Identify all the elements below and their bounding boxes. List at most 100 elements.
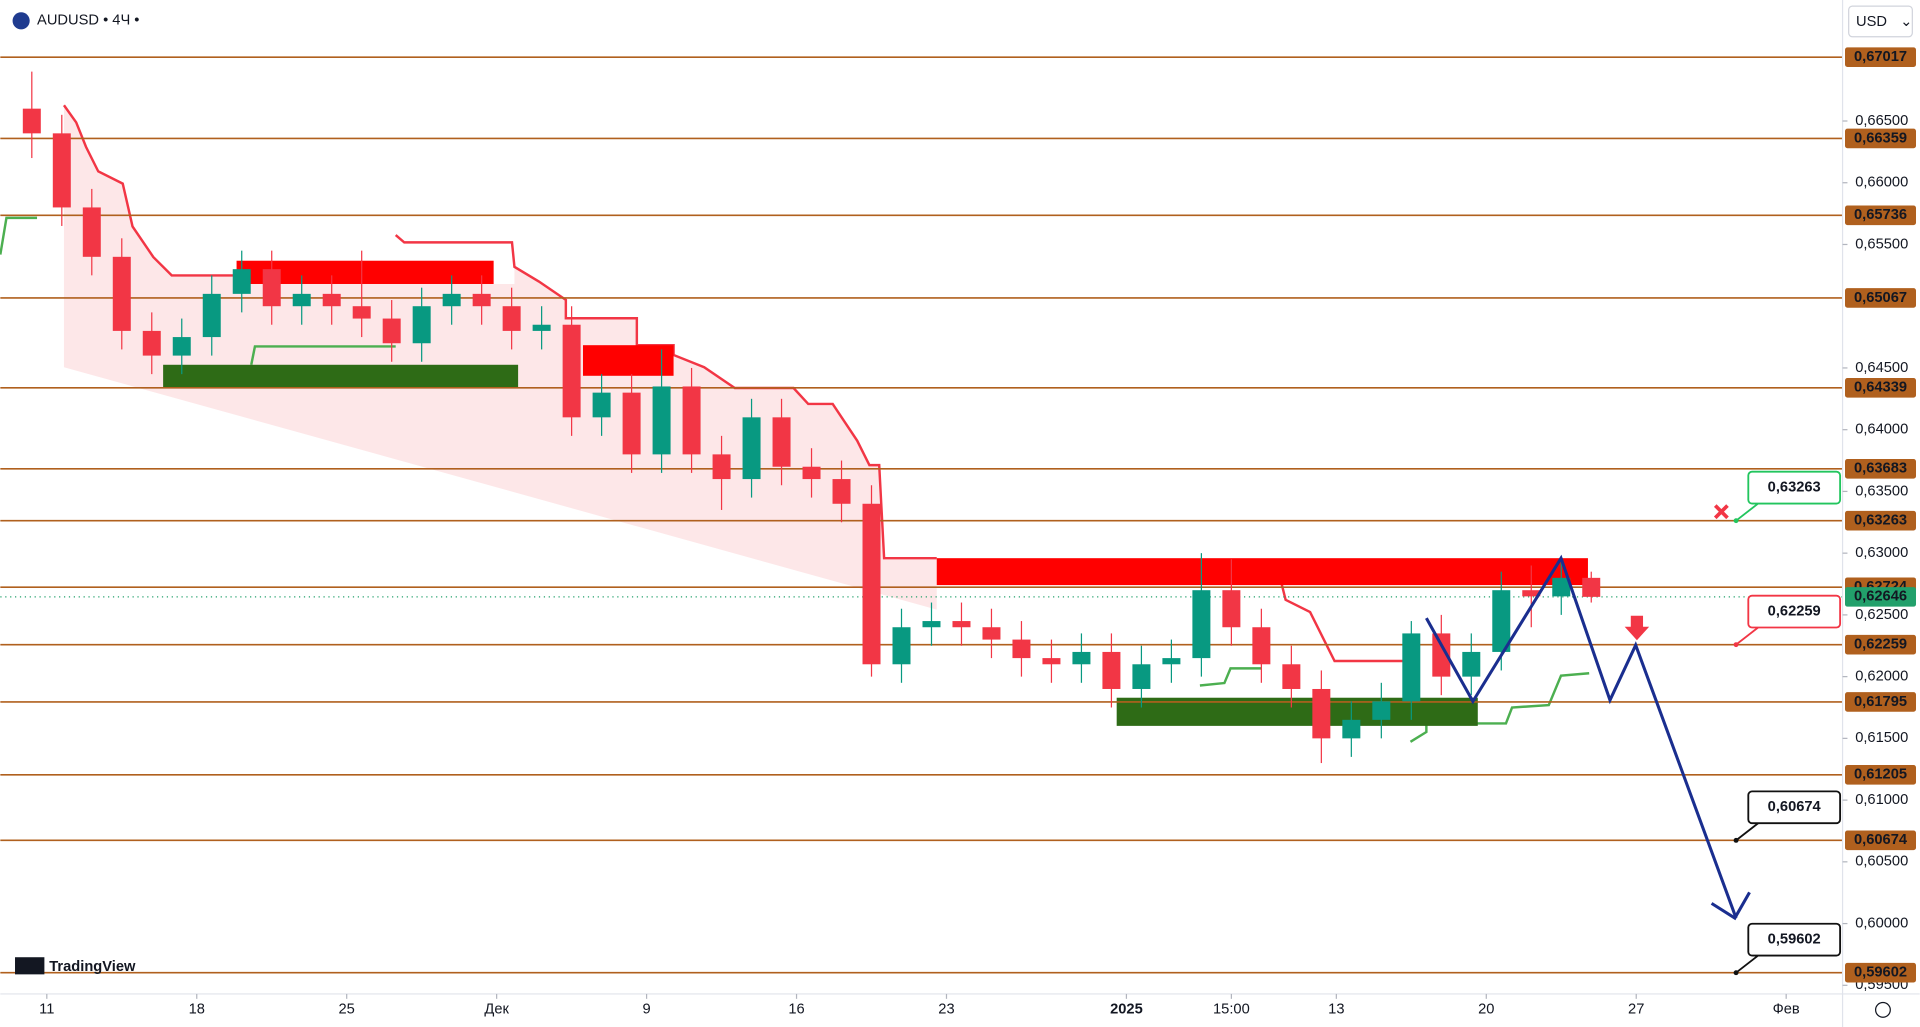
y-tick-label: 0,66500 — [1855, 113, 1908, 129]
level-tag — [1845, 128, 1917, 149]
candle-body — [502, 306, 521, 331]
sell-arrow — [1624, 615, 1650, 641]
level-label: 0,61205 — [1854, 767, 1907, 783]
support-line — [1409, 672, 1590, 743]
y-tick-label: 0,65500 — [1855, 236, 1908, 252]
y-tick-label: 0,63500 — [1855, 483, 1908, 499]
callout-box — [1747, 470, 1842, 505]
candle-body — [382, 318, 401, 344]
currency-label[interactable]: USD — [1856, 14, 1887, 30]
cancel-mark — [1713, 504, 1729, 520]
candle-body — [562, 324, 581, 418]
candle-body — [1462, 651, 1481, 677]
x-tick-label: 23 — [938, 1002, 954, 1018]
callout-box — [1747, 594, 1842, 629]
x-tick-label: 25 — [339, 1002, 355, 1018]
candle-body — [832, 479, 851, 504]
candle-body — [292, 293, 311, 307]
candle-body — [262, 269, 281, 307]
level-label: 0,62259 — [1854, 637, 1907, 653]
trail-shade — [63, 105, 937, 610]
dropdown-caret[interactable]: ⌄ — [1900, 14, 1912, 30]
axes: 0,66500 0,66000 0,65500 0,64500 0,64000 0,635… — [39, 47, 1917, 1018]
candle-body — [1312, 688, 1331, 739]
callout-pointer — [1735, 954, 1759, 974]
level-label: 0,65067 — [1854, 290, 1907, 306]
y-tick-label: 0,61500 — [1855, 730, 1908, 746]
candle-body — [652, 386, 671, 455]
resistance-zone — [236, 260, 494, 284]
candle-body — [952, 621, 971, 628]
callout-label: 0,62259 — [1768, 603, 1821, 619]
callout-pointer — [1735, 822, 1759, 842]
resistance-zone — [582, 345, 674, 376]
logo-text: TradingView — [49, 959, 136, 975]
candle-body — [1192, 590, 1211, 659]
candle-body — [112, 256, 131, 331]
symbol-icon — [12, 12, 30, 30]
last-price-label: 0,62646 — [1854, 589, 1907, 605]
callout-box — [1747, 922, 1842, 957]
candle-body — [1372, 701, 1391, 720]
level-label: 0,60674 — [1854, 832, 1908, 848]
y-tick-label: 0,64000 — [1855, 422, 1908, 438]
currency-select[interactable] — [1848, 5, 1913, 38]
candle-body — [232, 269, 251, 294]
resistance-zone — [936, 558, 1588, 586]
x-tick-label: 11 — [39, 1002, 54, 1018]
candle-body — [772, 417, 791, 467]
drawings — [1425, 504, 1751, 921]
candle-body — [472, 293, 491, 307]
level-label: 0,63263 — [1854, 513, 1907, 529]
candle-body — [802, 466, 821, 480]
callout-anchor — [1733, 837, 1739, 843]
callouts: 0,63263 0,62259 0,60674 0,59602 — [1733, 470, 1842, 976]
level-tag — [1845, 692, 1917, 712]
candle-body — [1162, 658, 1181, 665]
level-tag — [1845, 634, 1917, 655]
candle-body — [1492, 590, 1511, 652]
candle-body — [532, 324, 551, 331]
support-line — [0, 216, 38, 255]
candle-body — [202, 293, 221, 338]
candle-body — [352, 306, 371, 319]
level-label: 0,67017 — [1854, 49, 1907, 65]
level-tag — [1845, 830, 1917, 851]
support-line — [1199, 667, 1262, 687]
callout-label: 0,60674 — [1768, 799, 1822, 815]
level-tag — [1845, 205, 1917, 226]
candle-body — [622, 392, 641, 455]
level-label: 0,66359 — [1854, 130, 1907, 146]
trail-line — [62, 104, 240, 277]
candle-body — [1432, 633, 1451, 677]
callout-anchor — [1733, 642, 1739, 648]
level-tag — [1845, 510, 1917, 531]
candle-body — [742, 417, 761, 480]
candle-body — [1102, 651, 1121, 689]
candle-body — [1582, 577, 1601, 597]
x-tick-label: 9 — [643, 1002, 651, 1018]
candle-body — [922, 621, 941, 628]
level-tag — [1845, 962, 1917, 983]
candle-body — [1552, 577, 1571, 597]
level-tag — [1845, 47, 1917, 67]
y-tick-label: 0,66000 — [1855, 175, 1908, 191]
settings-button[interactable] — [1874, 1001, 1891, 1018]
logo-mark — [15, 957, 45, 975]
candle-body — [1042, 658, 1061, 665]
candle-body — [322, 293, 341, 307]
callout-anchor — [1733, 518, 1739, 524]
y-tick-label: 0,64500 — [1855, 360, 1908, 376]
candle-body — [1222, 590, 1241, 628]
y-tick-label: 0,60000 — [1855, 915, 1908, 931]
candle-body — [1282, 664, 1301, 689]
candle-body — [1342, 719, 1361, 739]
level-tag — [1845, 764, 1917, 785]
candles — [22, 71, 1601, 764]
candle-body — [1522, 590, 1541, 597]
level-label: 0,61795 — [1854, 694, 1907, 710]
candle-body — [682, 386, 701, 455]
level-tag — [1845, 459, 1917, 479]
